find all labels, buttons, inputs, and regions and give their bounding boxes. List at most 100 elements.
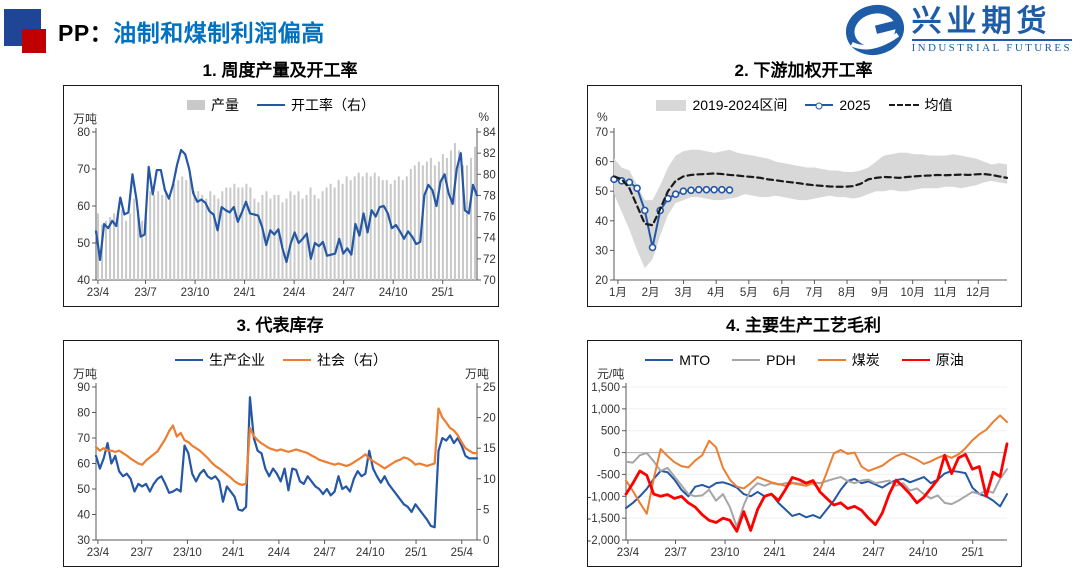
page-title-prefix: PP： [58,20,114,46]
svg-text:25/1: 25/1 [962,547,984,559]
svg-text:24/1: 24/1 [233,287,255,299]
svg-text:9月: 9月 [871,287,889,299]
page-title-main: 油制和煤制利润偏高 [113,20,325,46]
svg-text:24/1: 24/1 [763,547,785,559]
svg-text:23/10: 23/10 [711,547,740,559]
legend-item: 煤炭 [817,350,880,370]
svg-text:20: 20 [595,275,608,287]
legend-item: 2019-2024区间 [656,95,787,115]
pdh-line-swatch-icon [732,359,761,361]
range-band-swatch-icon [656,99,687,111]
svg-text:80: 80 [77,127,90,139]
left-axis-unit: 元/吨 [597,367,625,381]
legend-label: 原油 [935,352,964,368]
left-axis-unit: 万吨 [73,112,98,126]
svg-text:24/10: 24/10 [356,547,385,559]
legend-item: 开工率（右） [257,95,375,115]
svg-text:23/4: 23/4 [87,287,110,299]
legend-item: 产量 [187,95,239,115]
legend-item: MTO [645,352,710,368]
svg-text:11月: 11月 [934,287,957,299]
svg-text:500: 500 [601,426,620,438]
svg-text:30: 30 [595,245,608,257]
legend-label: 产量 [211,97,239,113]
legend-label: PDH [766,352,796,368]
legend-label: 生产企业 [209,352,265,368]
chart1-legend: 产量 开工率（右） [64,95,498,115]
svg-text:23/10: 23/10 [173,547,202,559]
legend-label: 开工率（右） [291,97,375,113]
legend-label: 2019-2024区间 [692,97,788,113]
svg-text:23/7: 23/7 [664,547,686,559]
svg-text:90: 90 [77,382,90,394]
chart1-title: 1. 周度产量及开工率 [202,61,358,80]
svg-text:24/7: 24/7 [862,547,884,559]
chart4-legend: MTO PDH 煤炭 原油 [588,350,1021,370]
logo-text: 兴业期货 INDUSTRIAL FUTURES [911,6,1072,54]
svg-text:23/7: 23/7 [134,287,156,299]
svg-text:25/1: 25/1 [432,287,454,299]
svg-text:15: 15 [483,443,496,455]
chart1-weekly-production-operating-rate: 40 50 60 70 80 70 72 74 76 78 80 82 84 23/4 23/7 23/10 2… [63,85,499,307]
svg-text:84: 84 [483,127,496,139]
chart3-representative-inventory: 30 40 50 60 70 80 90 0 5 10 15 20 25 23/4 23/7 23/10 24/… [63,340,499,567]
mean-dashed-swatch-icon [888,104,919,106]
svg-text:70: 70 [77,164,90,176]
svg-text:24/10: 24/10 [909,547,938,559]
svg-text:24/1: 24/1 [222,547,244,559]
svg-text:80: 80 [483,169,496,181]
svg-text:70: 70 [77,433,90,445]
svg-text:60: 60 [77,201,90,213]
svg-text:23/7: 23/7 [131,547,153,559]
svg-text:78: 78 [483,190,496,202]
svg-text:24/10: 24/10 [379,287,408,299]
svg-text:24/7: 24/7 [313,547,335,559]
legend-item: 均值 [888,95,953,115]
mto-line-swatch-icon [645,359,674,361]
svg-text:50: 50 [77,484,90,496]
svg-text:70: 70 [595,127,608,139]
chart2-plot: 20 30 40 50 60 70 1月 2月 3月 4月 5月 6月 7月 8月 9月 10月 11月 12月 [595,127,1009,299]
svg-text:25: 25 [483,382,496,394]
chart1-plot: 40 50 60 70 80 70 72 74 76 78 80 82 84 23/4 23/7 23/10 2… [77,127,496,299]
legend-item: 2025 [805,97,871,113]
svg-text:23/4: 23/4 [87,547,110,559]
operating-rate-line-swatch-icon [257,104,285,106]
svg-text:-1,500: -1,500 [588,513,620,525]
legend-label: 煤炭 [851,352,880,368]
chart3-plot: 30 40 50 60 70 80 90 0 5 10 15 20 25 23/4 23/7 23/10 24/… [77,382,496,559]
svg-text:2月: 2月 [642,287,660,299]
legend-item: PDH [732,352,796,368]
production-bar-swatch-icon [187,100,205,110]
chart4-title: 4. 主要生产工艺毛利 [726,316,881,335]
legend-item: 生产企业 [175,350,265,370]
legend-item: 原油 [901,350,964,370]
svg-text:-1,000: -1,000 [588,491,620,503]
legend-label: 2025 [839,97,871,113]
svg-text:12月: 12月 [966,287,990,299]
svg-text:80: 80 [77,408,90,420]
svg-text:7月: 7月 [805,287,823,299]
svg-text:6月: 6月 [773,287,791,299]
svg-text:76: 76 [483,212,496,224]
legend-item: 社会（右） [283,350,387,370]
svg-text:5月: 5月 [740,287,758,299]
svg-text:23/10: 23/10 [181,287,210,299]
svg-text:23/4: 23/4 [617,547,640,559]
left-axis-unit: 万吨 [73,367,98,381]
svg-text:8月: 8月 [838,287,856,299]
chart3-title: 3. 代表库存 [236,316,324,335]
svg-text:24/4: 24/4 [268,547,291,559]
svg-text:50: 50 [77,238,90,250]
svg-text:25/1: 25/1 [405,547,427,559]
svg-text:72: 72 [483,254,496,266]
svg-text:10月: 10月 [901,287,925,299]
legend-label: 均值 [924,97,953,113]
chart3-legend: 生产企业 社会（右） [64,350,498,370]
industrial-futures-logo-icon [845,4,904,56]
svg-text:74: 74 [483,233,496,245]
chart2-title: 2. 下游加权开工率 [734,61,873,80]
legend-label: 社会（右） [317,352,387,368]
crude-line-swatch-icon [901,359,930,361]
chart4-plot: -2,000 -1,500 -1,000 -500 0 500 1,000 1,500 23/4… [588,382,1009,559]
